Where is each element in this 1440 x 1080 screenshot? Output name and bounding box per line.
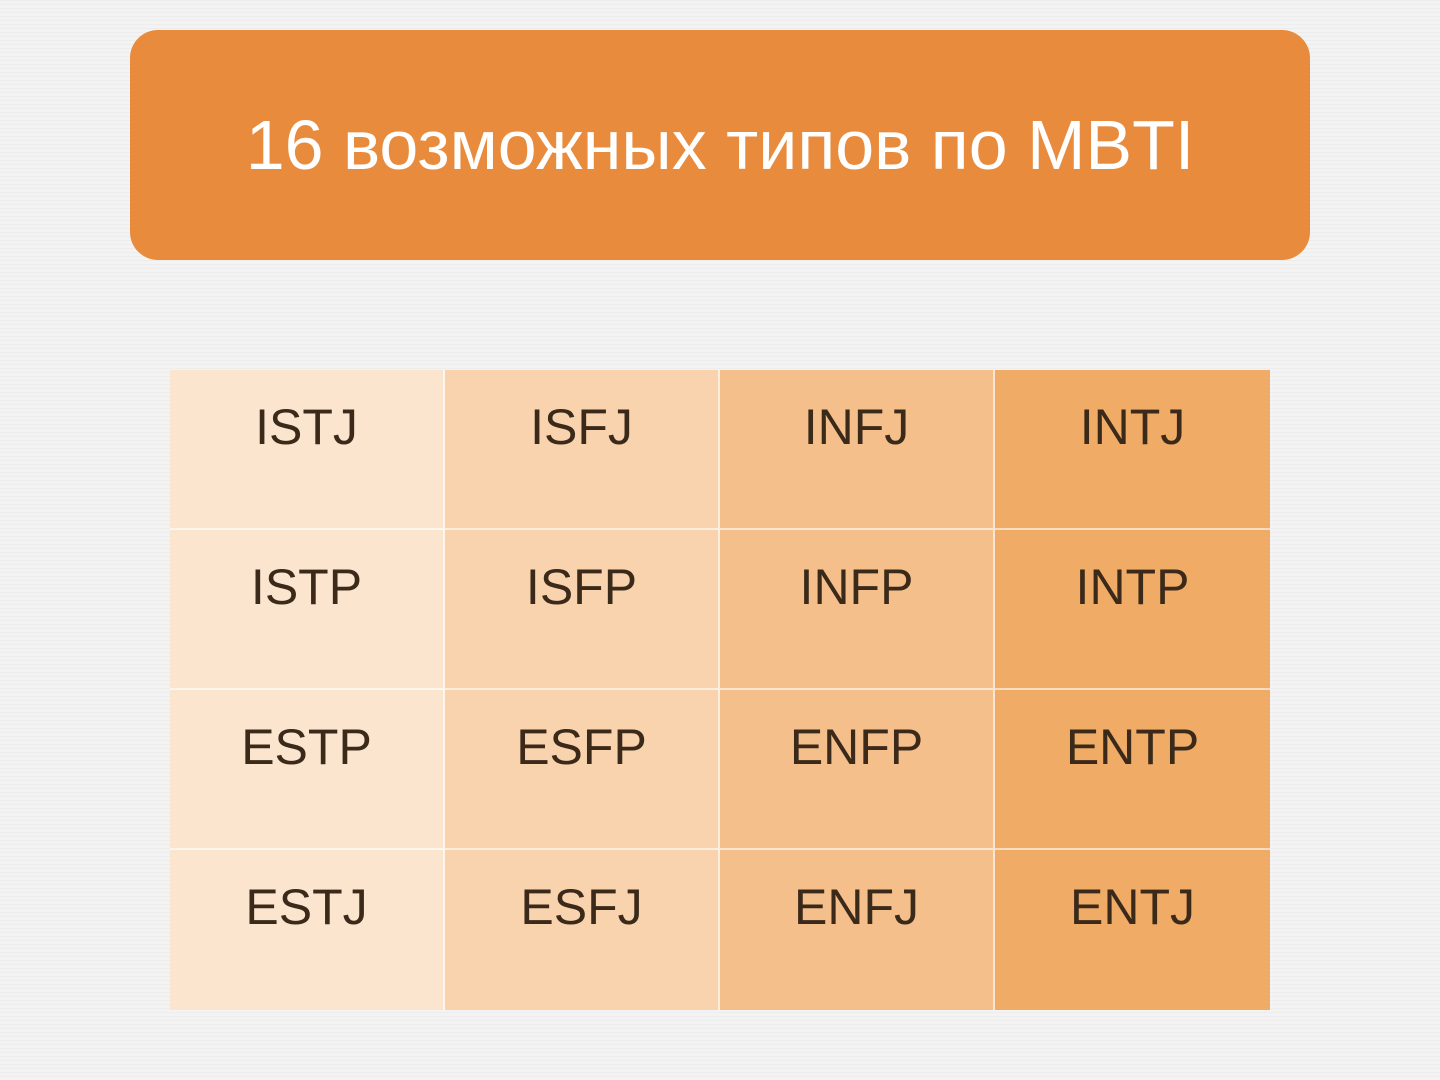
table-cell: INFJ bbox=[720, 370, 995, 530]
title-text: 16 возможных типов по MBTI bbox=[246, 105, 1195, 186]
table-cell: ENFP bbox=[720, 690, 995, 850]
table-cell: ESTJ bbox=[170, 850, 445, 1010]
cell-label: INTP bbox=[1076, 558, 1190, 616]
cell-label: INFJ bbox=[804, 398, 910, 456]
table-cell: ISFP bbox=[445, 530, 720, 690]
cell-label: ENTJ bbox=[1070, 878, 1195, 936]
cell-label: ENFP bbox=[790, 718, 923, 776]
cell-label: ENFJ bbox=[794, 878, 919, 936]
cell-label: ESTP bbox=[241, 718, 372, 776]
cell-label: ESFP bbox=[516, 718, 647, 776]
table-cell: ESFJ bbox=[445, 850, 720, 1010]
table-cell: ISFJ bbox=[445, 370, 720, 530]
table-cell: INTP bbox=[995, 530, 1270, 690]
table-cell: ISTJ bbox=[170, 370, 445, 530]
cell-label: INFP bbox=[800, 558, 914, 616]
table-cell: ISTP bbox=[170, 530, 445, 690]
cell-label: ENTP bbox=[1066, 718, 1199, 776]
table-cell: INFP bbox=[720, 530, 995, 690]
mbti-grid: ISTJ ISFJ INFJ INTJ ISTP ISFP INFP INTP … bbox=[170, 370, 1270, 1010]
cell-label: ISFP bbox=[526, 558, 637, 616]
cell-label: ISTJ bbox=[255, 398, 358, 456]
cell-label: ESTJ bbox=[245, 878, 367, 936]
cell-label: ISTP bbox=[251, 558, 362, 616]
table-cell: ENFJ bbox=[720, 850, 995, 1010]
table-cell: ENTJ bbox=[995, 850, 1270, 1010]
table-cell: ESFP bbox=[445, 690, 720, 850]
table-cell: INTJ bbox=[995, 370, 1270, 530]
title-banner: 16 возможных типов по MBTI bbox=[130, 30, 1310, 260]
cell-label: INTJ bbox=[1080, 398, 1186, 456]
table-cell: ESTP bbox=[170, 690, 445, 850]
table-cell: ENTP bbox=[995, 690, 1270, 850]
cell-label: ISFJ bbox=[530, 398, 633, 456]
cell-label: ESFJ bbox=[520, 878, 642, 936]
